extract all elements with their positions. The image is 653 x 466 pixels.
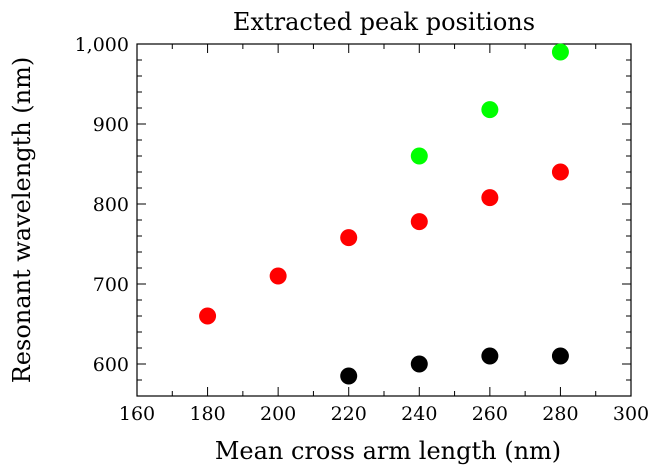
data-point: [410, 213, 428, 231]
y-tick-label: 700: [93, 274, 129, 296]
data-point: [199, 307, 217, 325]
data-point: [481, 347, 499, 365]
data-point: [551, 163, 569, 181]
x-axis: 160 180 200 220 240 260 280 300: [119, 44, 649, 425]
x-tick-label: 280: [542, 403, 578, 425]
y-tick-label: 800: [93, 194, 129, 216]
y-tick-label: 1,000: [75, 34, 129, 56]
x-tick-label: 180: [189, 403, 225, 425]
data-point: [481, 101, 499, 119]
data-point: [551, 43, 569, 61]
data-point: [269, 267, 287, 285]
data-point: [410, 355, 428, 373]
data-point: [481, 189, 499, 207]
plot-frame: [136, 43, 632, 397]
x-tick-label: 240: [401, 403, 437, 425]
y-axis-label: Resonant wavelength (nm): [8, 57, 36, 384]
y-tick-label: 900: [93, 114, 129, 136]
x-tick-label: 260: [472, 403, 508, 425]
y-tick-label: 600: [93, 354, 129, 376]
x-tick-label: 200: [260, 403, 296, 425]
data-point: [551, 347, 569, 365]
y-axis: 600 700 800 900 1,000: [75, 34, 631, 397]
data-point: [410, 147, 428, 165]
x-tick-label: 220: [331, 403, 367, 425]
data-points: [199, 43, 569, 385]
x-axis-label: Mean cross arm length (nm): [215, 437, 561, 465]
x-tick-label: 300: [613, 403, 649, 425]
data-point: [340, 229, 358, 247]
chart-title: Extracted peak positions: [233, 8, 535, 36]
data-point: [340, 367, 358, 385]
x-tick-label: 160: [119, 403, 155, 425]
